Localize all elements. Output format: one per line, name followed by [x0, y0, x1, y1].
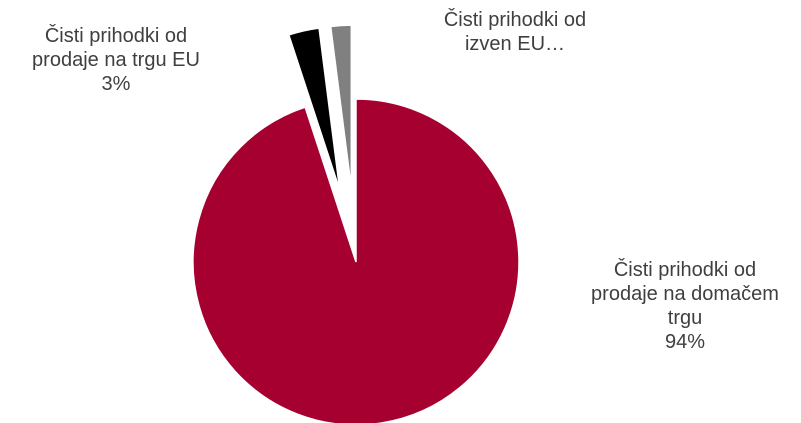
- slice-label-eu-percent: 3%: [101, 73, 131, 95]
- slice-label-domestic-line-1: Čisti prihodki od: [613, 259, 757, 281]
- slice-label-eu: Čisti prihodki od prodaje na trgu EU 3%: [0, 24, 232, 96]
- slice-label-non-eu-line-1: Čisti prihodki od: [443, 9, 587, 31]
- slice-label-domestic-line-3: trgu: [667, 307, 703, 329]
- pie-slice-domestic: [192, 98, 520, 423]
- slice-label-non-eu: Čisti prihodki od izven EU…: [410, 8, 620, 56]
- pie-slice-eu: [287, 27, 341, 191]
- slice-label-domestic-line-2: prodaje na domačem: [591, 283, 779, 305]
- slice-label-non-eu-line-2: izven EU…: [464, 33, 566, 55]
- slice-label-domestic: Čisti prihodki od prodaje na domačem trg…: [570, 258, 800, 354]
- slice-label-eu-line-2: prodaje na trgu EU: [32, 49, 200, 71]
- slice-label-domestic-percent: 94%: [664, 331, 706, 353]
- slice-label-eu-line-1: Čisti prihodki od: [44, 25, 188, 47]
- pie-slice-non-eu: [329, 24, 353, 189]
